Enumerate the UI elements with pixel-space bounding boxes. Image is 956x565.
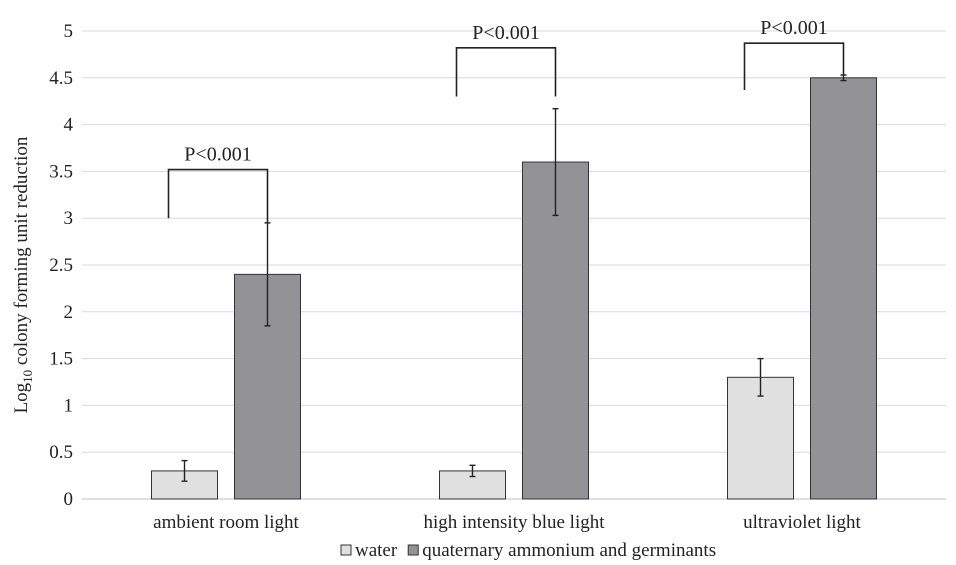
y-tick-label: 0.5	[49, 442, 73, 463]
x-category-label: ultraviolet light	[743, 512, 861, 533]
y-axis-label: Log10 colony forming unit reduction	[11, 136, 35, 413]
significance-label: P<0.001	[184, 144, 251, 166]
x-category-label: ambient room light	[153, 512, 299, 533]
bar-water-2	[727, 376, 794, 500]
y-tick-label: 5	[64, 21, 74, 42]
y-tick-label: 4	[64, 115, 74, 136]
significance-bracket: P<0.001	[743, 17, 845, 90]
y-tick-label: 2	[64, 302, 74, 323]
significance-label: P<0.001	[760, 17, 827, 39]
y-tick-label: 1.5	[49, 349, 73, 370]
x-category-label: high intensity blue light	[423, 512, 605, 533]
legend-item-water: water	[340, 540, 398, 561]
legend-swatch	[407, 544, 419, 556]
legend-label: water	[355, 540, 398, 561]
bar-quaternary-ammonium-2	[810, 77, 877, 500]
y-tick-label: 4.5	[49, 68, 73, 89]
significance-bracket: P<0.001	[167, 144, 269, 223]
error-bar	[181, 459, 188, 482]
y-tick-label: 3.5	[49, 161, 73, 182]
y-axis-ticks: 0 0.5 1 1.5 2 2.5 3 3.5 4 4.5 5	[49, 21, 73, 510]
significance-bracket: P<0.001	[455, 22, 557, 97]
y-axis-label-subscript: 10	[20, 370, 35, 383]
error-bar	[469, 464, 476, 478]
legend-label: quaternary ammonium and germinants	[422, 540, 716, 561]
bar-quaternary-ammonium-1	[522, 161, 589, 500]
significance-annotations: P<0.001 P<0.001 P<0.001	[167, 17, 845, 223]
error-bars	[181, 74, 847, 482]
y-axis-label-base: Log	[11, 382, 32, 413]
significance-label: P<0.001	[472, 22, 539, 44]
error-bar	[552, 107, 559, 217]
x-axis-labels: ambient room light high intensity blue li…	[153, 512, 861, 533]
legend: water quaternary ammonium and germinants	[340, 540, 716, 561]
bars	[151, 77, 877, 500]
y-axis-label-rest: colony forming unit reduction	[11, 136, 32, 370]
error-bar	[757, 357, 764, 397]
gridlines	[82, 30, 946, 500]
legend-item-quaternary-ammonium: quaternary ammonium and germinants	[407, 540, 716, 561]
y-tick-label: 2.5	[49, 255, 73, 276]
y-tick-label: 3	[64, 208, 74, 229]
y-tick-label: 0	[64, 489, 74, 510]
y-tick-label: 1	[64, 395, 74, 416]
legend-swatch	[340, 544, 352, 556]
